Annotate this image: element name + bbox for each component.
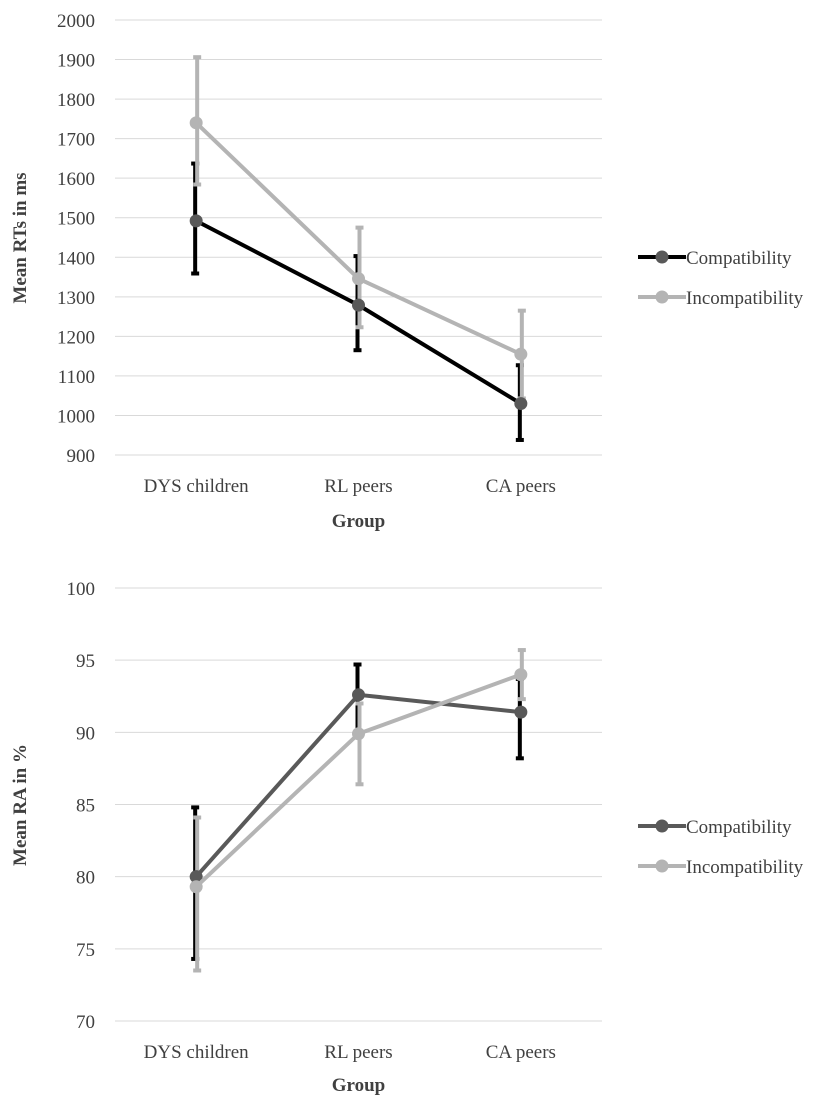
y-axis-title: Mean RA in % — [10, 744, 31, 866]
y-tick-label: 2000 — [57, 11, 95, 32]
x-tick-label: DYS children — [144, 476, 250, 497]
y-tick-label: 1000 — [57, 406, 95, 427]
y-tick-label: 1900 — [57, 51, 95, 72]
ra-chart: 70 75 80 85 90 95 100 DYS children RL peers CA pe… — [10, 579, 804, 1096]
data-point — [514, 705, 528, 719]
y-tick-label: 100 — [67, 579, 96, 600]
x-tick-label: DYS children — [144, 1042, 250, 1063]
data-point — [514, 397, 528, 411]
y-tick-label: 1800 — [57, 90, 95, 111]
data-point — [352, 688, 365, 702]
y-tick-label: 85 — [76, 796, 95, 817]
x-tick-label: CA peers — [486, 1042, 556, 1063]
y-tick-label: 1400 — [57, 248, 95, 269]
legend-swatch-marker — [655, 859, 669, 873]
data-point — [514, 668, 528, 682]
legend-label: Compatibility — [686, 248, 792, 269]
y-tick-label: 75 — [76, 940, 95, 961]
legend-swatch-marker — [655, 290, 669, 304]
y-tick-label: 1200 — [57, 327, 95, 348]
data-point — [352, 727, 365, 741]
data-point — [352, 298, 365, 312]
data-point — [352, 272, 365, 286]
y-axis-title: Mean RTs in ms — [10, 172, 31, 303]
legend-swatch-marker — [655, 250, 669, 264]
y-tick-label: 1300 — [57, 288, 95, 309]
x-tick-label: RL peers — [324, 476, 392, 497]
data-point — [189, 880, 203, 894]
y-tick-label: 70 — [76, 1012, 95, 1033]
data-point — [189, 214, 203, 228]
y-tick-label: 90 — [76, 723, 95, 744]
legend-swatch-marker — [655, 819, 669, 833]
data-point — [189, 116, 203, 130]
legend-label: Incompatibility — [686, 857, 804, 878]
data-point — [514, 347, 528, 361]
y-tick-label: 1100 — [58, 367, 95, 388]
y-tick-label: 1500 — [57, 209, 95, 230]
y-tick-label: 95 — [76, 651, 95, 672]
x-tick-label: CA peers — [486, 476, 556, 497]
x-axis-title: Group — [332, 511, 386, 532]
y-tick-label: 900 — [67, 446, 96, 467]
legend-label: Compatibility — [686, 817, 792, 838]
y-tick-label: 80 — [76, 868, 95, 889]
rt-chart: 900 1000 1100 1200 1300 1400 1500 1600 1700 1800 1… — [10, 11, 804, 532]
legend-label: Incompatibility — [686, 288, 804, 309]
y-tick-label: 1700 — [57, 130, 95, 151]
x-tick-label: RL peers — [324, 1042, 392, 1063]
y-tick-label: 1600 — [57, 169, 95, 190]
x-axis-title: Group — [332, 1075, 386, 1096]
data-point — [189, 870, 203, 884]
